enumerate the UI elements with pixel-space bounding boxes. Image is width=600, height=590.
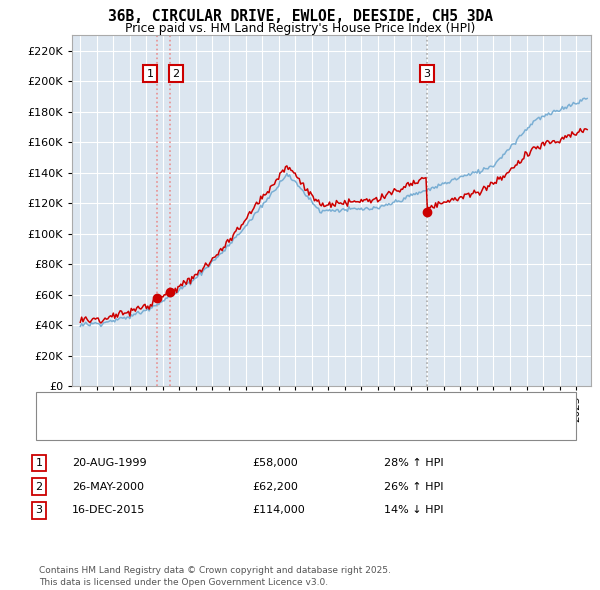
- Text: 16-DEC-2015: 16-DEC-2015: [72, 506, 145, 515]
- Text: 14% ↓ HPI: 14% ↓ HPI: [384, 506, 443, 515]
- Text: 20-AUG-1999: 20-AUG-1999: [72, 458, 146, 468]
- Text: 1: 1: [35, 458, 43, 468]
- Text: Contains HM Land Registry data © Crown copyright and database right 2025.
This d: Contains HM Land Registry data © Crown c…: [39, 566, 391, 587]
- Text: 1: 1: [147, 68, 154, 78]
- Text: —: —: [54, 422, 70, 437]
- Text: 3: 3: [423, 68, 430, 78]
- Text: 2: 2: [173, 68, 179, 78]
- Text: HPI: Average price, semi-detached house, Flintshire: HPI: Average price, semi-detached house,…: [81, 425, 351, 434]
- Text: —: —: [54, 395, 70, 410]
- Text: £58,000: £58,000: [252, 458, 298, 468]
- Text: 3: 3: [35, 506, 43, 515]
- Text: 36B, CIRCULAR DRIVE, EWLOE, DEESIDE, CH5 3DA: 36B, CIRCULAR DRIVE, EWLOE, DEESIDE, CH5…: [107, 9, 493, 24]
- Text: £62,200: £62,200: [252, 482, 298, 491]
- Text: 28% ↑ HPI: 28% ↑ HPI: [384, 458, 443, 468]
- Text: £114,000: £114,000: [252, 506, 305, 515]
- Text: Price paid vs. HM Land Registry's House Price Index (HPI): Price paid vs. HM Land Registry's House …: [125, 22, 475, 35]
- Text: 26% ↑ HPI: 26% ↑ HPI: [384, 482, 443, 491]
- Text: 2: 2: [35, 482, 43, 491]
- Text: 36B, CIRCULAR DRIVE, EWLOE, DEESIDE, CH5 3DA (semi-detached house): 36B, CIRCULAR DRIVE, EWLOE, DEESIDE, CH5…: [81, 398, 467, 407]
- Text: 26-MAY-2000: 26-MAY-2000: [72, 482, 144, 491]
